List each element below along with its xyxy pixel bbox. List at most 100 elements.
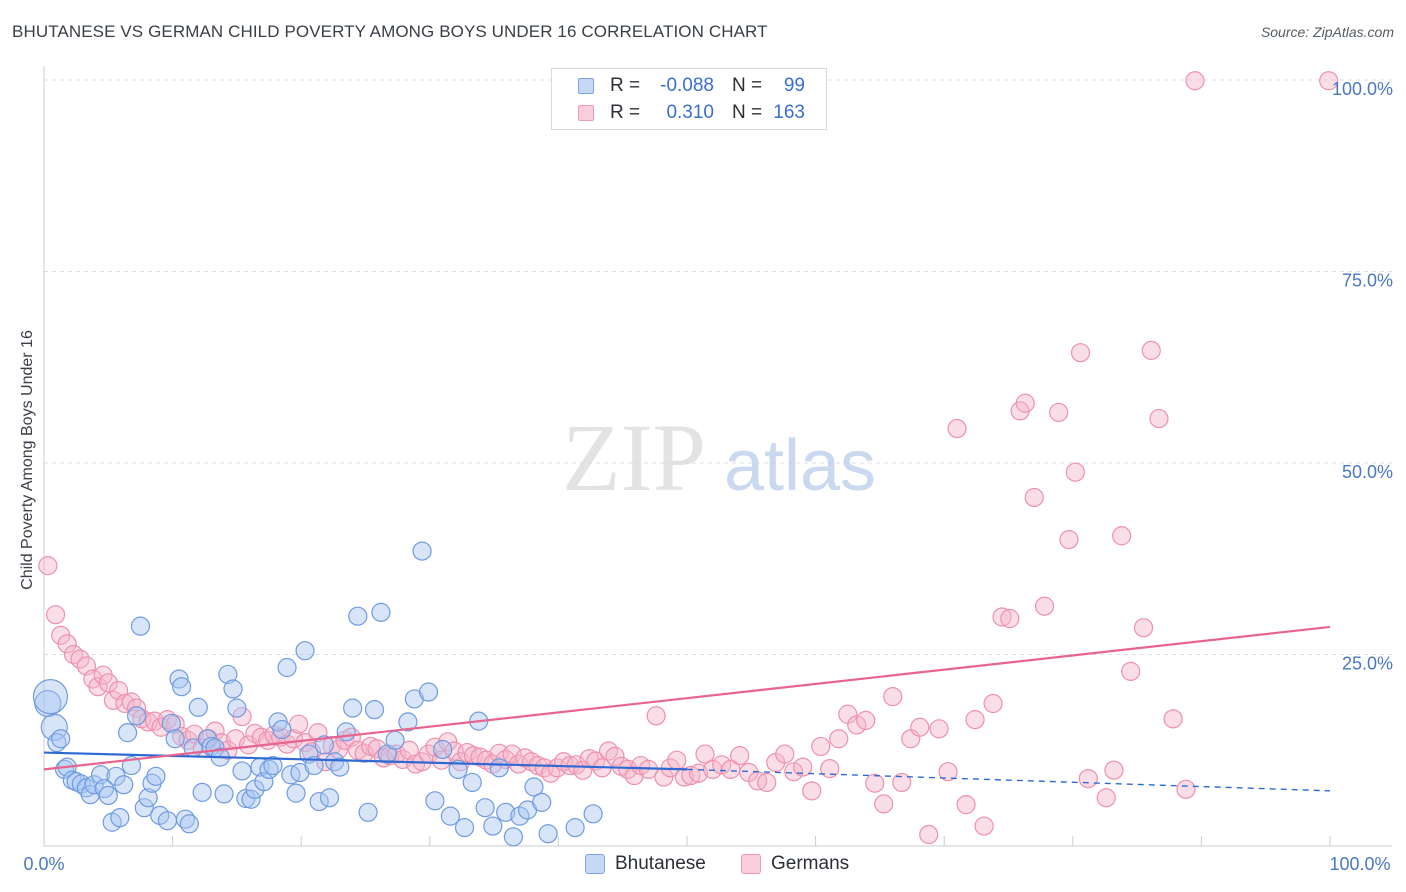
germans-point bbox=[598, 741, 619, 761]
germans-point bbox=[865, 773, 885, 793]
y-tick-label: 75.0% bbox=[1342, 271, 1393, 291]
legend-r-value: -0.088 bbox=[660, 75, 714, 96]
germans-point bbox=[1049, 402, 1069, 423]
bhutanese-point bbox=[295, 641, 315, 661]
germans-point bbox=[115, 693, 135, 714]
bhutanese-point bbox=[277, 657, 297, 678]
bhutanese-point bbox=[371, 602, 391, 622]
legend-swatch-blue bbox=[585, 854, 605, 874]
germans-point bbox=[151, 717, 171, 737]
germans-point bbox=[38, 556, 58, 576]
bhutanese-point bbox=[475, 798, 495, 818]
bhutanese-point bbox=[483, 816, 503, 836]
germans-point bbox=[929, 719, 949, 739]
bhutanese-point bbox=[134, 798, 154, 818]
germans-point bbox=[1104, 760, 1124, 780]
germans-point bbox=[1059, 529, 1079, 550]
germans-point bbox=[910, 717, 930, 737]
bhutanese-point bbox=[214, 784, 234, 804]
bhutanese-point bbox=[336, 722, 356, 742]
germans-point bbox=[1078, 768, 1098, 789]
bhutanese-point bbox=[565, 818, 585, 838]
legend-row-germans: R = 0.310 N = 163 bbox=[552, 100, 826, 126]
bhutanese-point bbox=[130, 616, 151, 636]
y-tick-label: 100.0% bbox=[1332, 79, 1393, 99]
germans-point bbox=[624, 765, 644, 786]
bhutanese-point bbox=[138, 788, 158, 808]
germans-point bbox=[1000, 608, 1020, 629]
bhutanese-point bbox=[98, 785, 118, 806]
germans-point bbox=[874, 794, 894, 814]
y-tick-label: 25.0% bbox=[1342, 654, 1393, 674]
germans-point bbox=[1024, 487, 1044, 508]
germans-point bbox=[1096, 788, 1116, 808]
germans-point bbox=[211, 732, 232, 753]
bhutanese-point bbox=[272, 719, 292, 740]
bhutanese-point bbox=[538, 824, 558, 844]
bhutanese-point bbox=[583, 804, 603, 824]
bhutanese-point bbox=[172, 677, 192, 697]
bhutanese-point bbox=[314, 735, 334, 755]
bhutanese-point bbox=[241, 789, 261, 809]
bhutanese-point bbox=[343, 698, 363, 718]
bhutanese-point bbox=[223, 679, 243, 699]
bhutanese-point bbox=[462, 772, 482, 793]
bhutanese-point bbox=[433, 739, 453, 760]
bhutanese-point bbox=[503, 827, 523, 847]
bhutanese-point bbox=[524, 777, 544, 797]
trend-lines bbox=[43, 625, 1331, 792]
bhutanese-point bbox=[126, 706, 147, 726]
germans-point bbox=[1319, 71, 1339, 91]
germans-point bbox=[919, 824, 939, 845]
bhutanese-point bbox=[32, 679, 69, 715]
gridlines bbox=[44, 79, 1392, 655]
germans-point bbox=[667, 750, 687, 770]
legend-n-value: 163 bbox=[773, 102, 805, 123]
germans-point bbox=[938, 762, 958, 782]
germans-point bbox=[956, 795, 976, 815]
legend-r-value: 0.310 bbox=[666, 102, 714, 123]
germans-point bbox=[308, 723, 328, 743]
bhutanese-trend-extension bbox=[686, 768, 1331, 792]
bhutanese-point bbox=[192, 782, 212, 802]
legend-r-label: R = bbox=[610, 75, 641, 96]
legend-swatch-blue bbox=[578, 78, 594, 94]
legend-row-bhutanese: R = -0.088 N = 99 bbox=[552, 73, 826, 99]
bhutanese-point bbox=[440, 806, 460, 826]
germans-point bbox=[730, 746, 750, 766]
germans-point bbox=[784, 762, 804, 782]
bhutanese-point bbox=[47, 732, 67, 753]
germans-point bbox=[88, 677, 108, 697]
axes bbox=[43, 66, 1392, 847]
germans-point bbox=[712, 755, 732, 775]
correlation-legend: R = -0.088 N = 99 R = 0.310 N = 163 bbox=[551, 68, 827, 130]
germans-point bbox=[892, 772, 912, 793]
bhutanese-point bbox=[232, 761, 252, 781]
bhutanese-point bbox=[304, 755, 324, 776]
bhutanese-point bbox=[51, 729, 71, 749]
bhutanese-point bbox=[227, 698, 247, 718]
germans-trend-line bbox=[43, 625, 1331, 771]
bhutanese-point bbox=[489, 758, 509, 778]
germans-point bbox=[1141, 340, 1161, 360]
germans-point bbox=[793, 757, 813, 777]
x-tick-label: 0.0% bbox=[23, 854, 64, 874]
germans-point bbox=[205, 721, 225, 741]
bhutanese-point bbox=[398, 712, 418, 732]
germans-point bbox=[695, 744, 715, 764]
germans-point bbox=[947, 418, 967, 439]
bhutanese-point bbox=[448, 759, 468, 780]
bhutanese-point bbox=[418, 682, 439, 702]
germans-point bbox=[1015, 393, 1035, 413]
chart-title: BHUTANESE VS GERMAN CHILD POVERTY AMONG … bbox=[12, 22, 768, 41]
bhutanese-point bbox=[188, 697, 208, 717]
germans-point bbox=[1163, 709, 1183, 729]
legend-n-label: N = bbox=[732, 75, 763, 96]
germans-point bbox=[1034, 596, 1055, 616]
bhutanese-point bbox=[146, 766, 166, 786]
legend-r-label: R = bbox=[610, 102, 641, 123]
bhutanese-point bbox=[348, 606, 368, 626]
bhutanese-point bbox=[157, 811, 178, 831]
germans-point bbox=[502, 744, 522, 764]
bhutanese-point bbox=[385, 730, 405, 750]
